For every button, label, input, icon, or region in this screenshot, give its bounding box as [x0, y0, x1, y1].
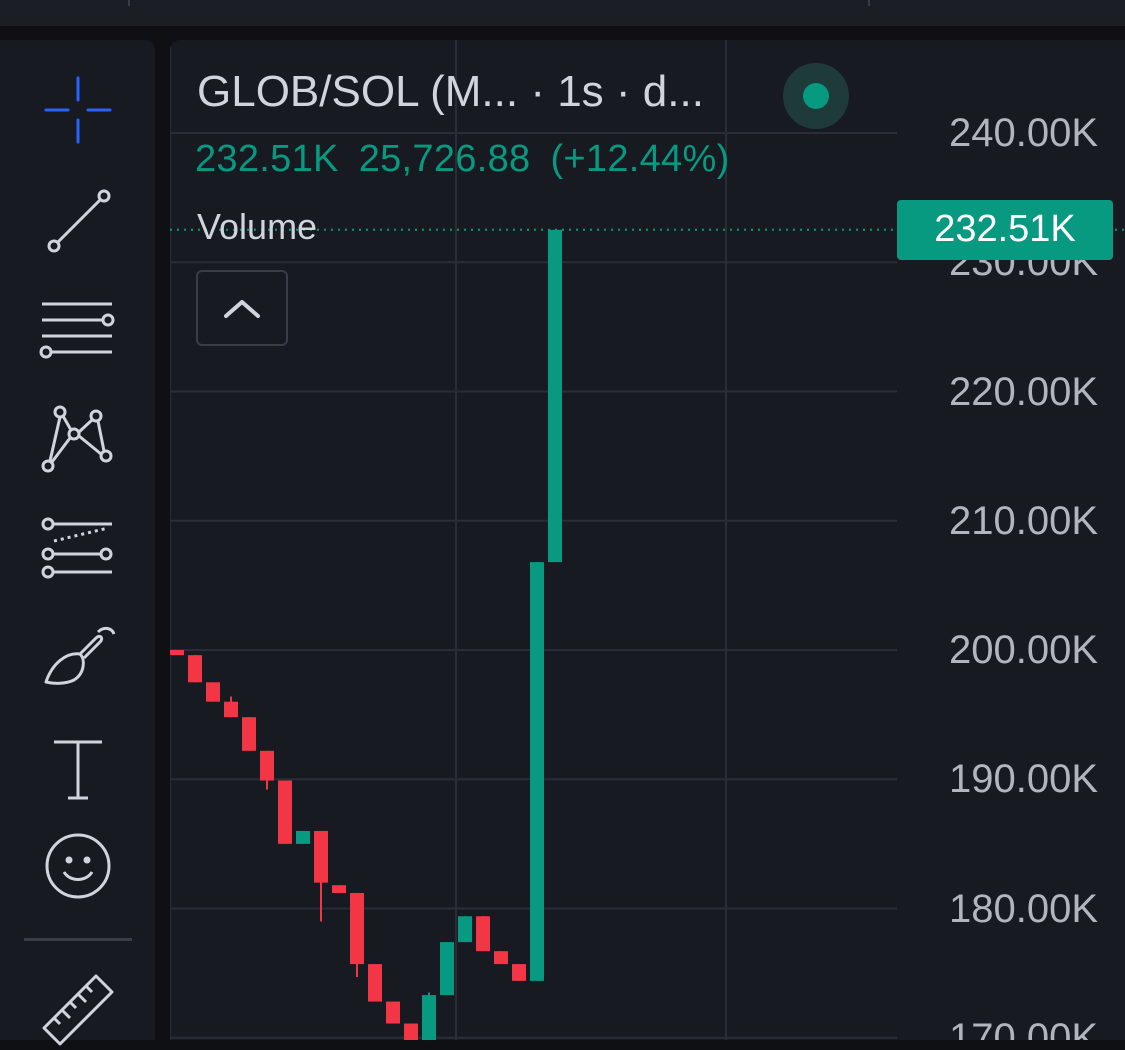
last-price-label: 232.51K: [897, 199, 1113, 260]
top-bar-divider: [128, 0, 130, 6]
candle: [332, 885, 346, 893]
toolbar-divider: [24, 938, 132, 941]
candle: [494, 951, 508, 965]
collapse-legend-button[interactable]: [196, 270, 288, 346]
trend-line-icon: [47, 189, 111, 253]
market-status-button[interactable]: [783, 63, 849, 129]
change-value: 25,726.88: [358, 138, 531, 180]
price-axis-label: 180.00K: [948, 886, 1098, 931]
candle-body: [332, 885, 346, 893]
top-bar-divider: [868, 0, 870, 6]
price-axis-label: 210.00K: [948, 498, 1098, 543]
pattern-icon: [41, 405, 113, 473]
brush-tool[interactable]: [38, 620, 118, 700]
candle-body: [494, 951, 508, 965]
pattern-tool[interactable]: [38, 400, 118, 480]
candle-body: [242, 717, 256, 751]
symbol-title[interactable]: GLOB/SOL (M... · 1s · d...: [197, 67, 704, 116]
emoji-tool[interactable]: [38, 826, 118, 906]
ohlc-legend: 232.51K 25,726.88 (+12.44%): [195, 138, 750, 181]
candle: [548, 229, 562, 563]
candle: [170, 650, 184, 656]
candle-body: [368, 964, 382, 1002]
chevron-up-icon: [224, 300, 260, 318]
candle: [296, 830, 310, 844]
top-bar: [0, 0, 1125, 26]
candle: [224, 696, 238, 718]
market-open-dot-icon: [803, 83, 829, 109]
candle-body: [386, 1001, 400, 1024]
volume-study-label[interactable]: Volume: [197, 206, 318, 247]
emoji-icon: [45, 833, 111, 899]
candle: [458, 916, 472, 943]
brush-icon: [44, 626, 116, 685]
candle-body: [404, 1023, 418, 1040]
candle: [206, 682, 220, 702]
price-axis-label: 170.00K: [948, 1015, 1098, 1040]
trend-line-tool[interactable]: [38, 180, 118, 260]
candle-body: [350, 892, 364, 965]
price-axis-label: 220.00K: [948, 369, 1098, 414]
candle-body: [512, 964, 526, 981]
candle-body: [224, 701, 238, 718]
candle: [530, 562, 544, 981]
candle-body: [440, 942, 454, 996]
candle-body: [188, 655, 202, 683]
candle-body: [314, 830, 328, 883]
drawing-toolbar: [0, 40, 155, 1046]
ruler-icon: [42, 974, 114, 1046]
chart-pane[interactable]: GLOB/SOL (M... · 1s · d... 232.51K 25,726…: [170, 40, 1125, 1040]
crosshair-tool[interactable]: [38, 70, 118, 150]
candle: [386, 1001, 400, 1024]
candle: [440, 942, 454, 996]
candle-body: [476, 916, 490, 952]
last-value: 232.51K: [195, 138, 339, 180]
candle: [368, 964, 382, 1002]
candle-body: [458, 916, 472, 943]
candle: [350, 892, 364, 978]
candle-body: [422, 995, 436, 1040]
price-axis-label: 200.00K: [948, 628, 1098, 672]
fib-tool[interactable]: [38, 510, 118, 590]
candle-body: [530, 562, 544, 981]
candle: [422, 992, 436, 1040]
candle-body: [548, 229, 562, 563]
candle: [260, 750, 274, 790]
horizontal-lines-tool[interactable]: [38, 290, 118, 370]
candle: [242, 717, 256, 751]
candle-body: [296, 830, 310, 844]
candle-body: [206, 682, 220, 702]
candle-body: [260, 750, 274, 781]
candle-body: [170, 650, 184, 656]
candle-body: [278, 780, 292, 844]
candle: [188, 655, 202, 683]
candle: [314, 830, 328, 922]
price-axis-label: 190.00K: [948, 757, 1098, 802]
crosshair-icon: [44, 76, 112, 144]
candle: [278, 780, 292, 844]
text-tool[interactable]: [38, 730, 118, 810]
price-axis-label: 240.00K: [948, 111, 1098, 155]
candle: [476, 916, 490, 952]
candle: [512, 964, 526, 981]
fib-icon: [41, 517, 113, 579]
ruler-tool[interactable]: [38, 970, 118, 1050]
text-icon: [54, 740, 102, 800]
candle: [404, 1023, 418, 1040]
horizontal-lines-icon: [39, 302, 115, 359]
change-percent: (+12.44%): [550, 138, 730, 180]
